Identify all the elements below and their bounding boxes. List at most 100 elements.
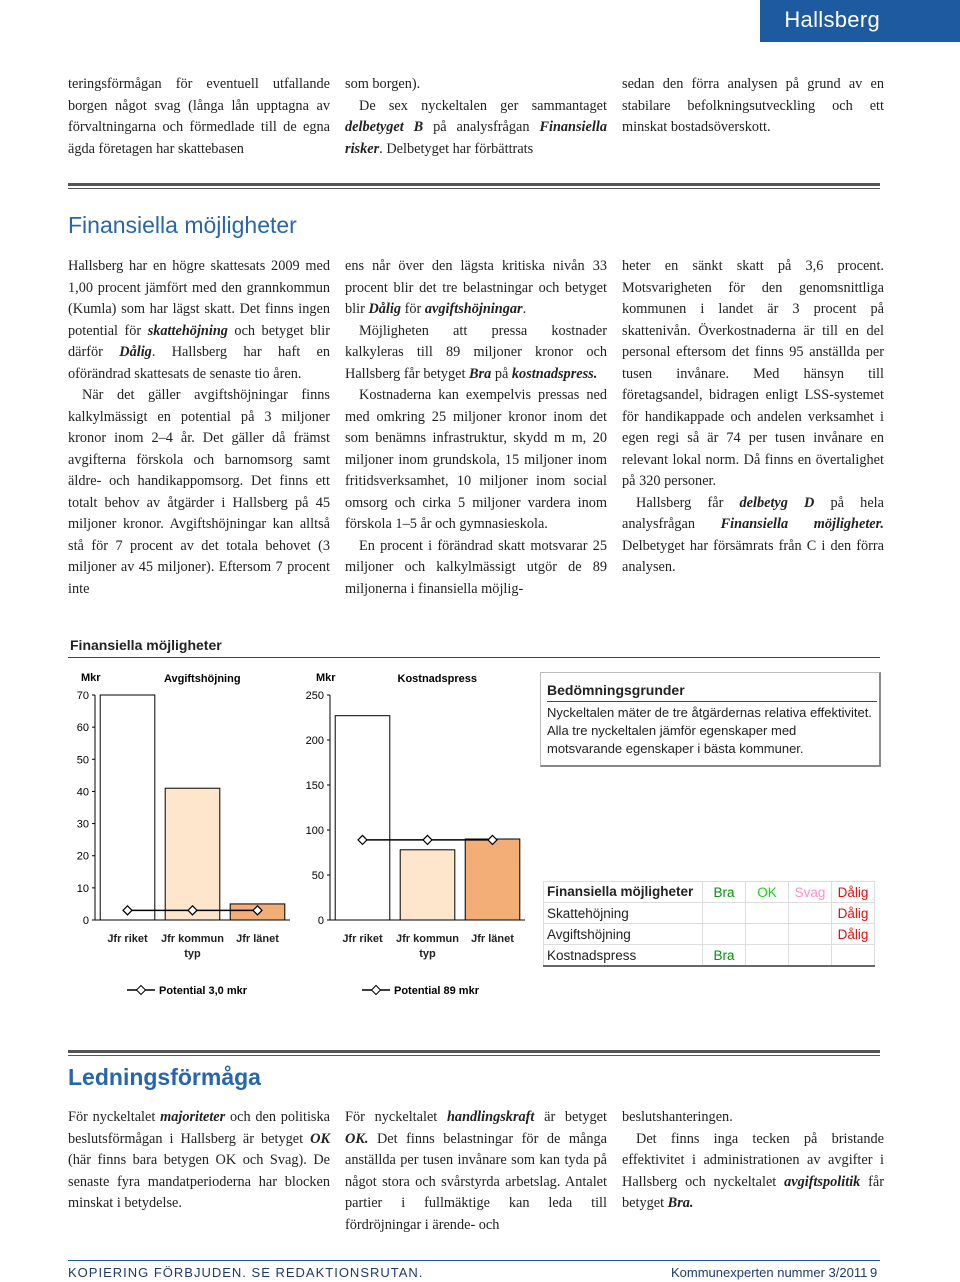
text: och betyget blir därför — [68, 322, 330, 361]
text: är betyget — [534, 1109, 607, 1125]
legend-label: Potential 89 mkr — [394, 985, 480, 997]
section-heading: Ledningsförmåga — [68, 1064, 261, 1090]
table-cell: Kostnadspress — [543, 944, 703, 967]
footer-publication: Kommunexperten nummer 3/2011 — [671, 1265, 868, 1280]
table-cell — [745, 944, 789, 967]
emphasis: delbetyg D — [739, 494, 815, 511]
text: . Delbetyget har förbättrats — [379, 140, 534, 157]
text: får betyget — [622, 1173, 884, 1212]
text: (här finns bara betygen OK och Svag). De… — [68, 1152, 330, 1211]
table-cell — [745, 923, 789, 945]
emphasis: avgiftshöjningar — [424, 301, 523, 317]
paragraph: Möjligheten att pressa kostnader kalkyle… — [345, 321, 607, 386]
emphasis: handlingskraft — [446, 1109, 535, 1125]
y-axis-label: Mkr — [81, 672, 101, 684]
emphasis: avgiftspolitik — [784, 1173, 861, 1190]
emphasis: kostnadspress. — [511, 365, 598, 382]
paragraph: För nyckeltalet majoriteter och den poli… — [68, 1107, 330, 1215]
paragraph: När det gäller avgiftshöjningar finns ka… — [68, 385, 330, 600]
text: Det finns belastningar för de många anst… — [345, 1130, 607, 1233]
section-rule — [68, 1050, 880, 1056]
x-tick-label-box: Jfr riket — [342, 933, 382, 945]
paragraph: Hallsberg har en högre skattesats 2009 m… — [68, 256, 330, 385]
y-tick-label: 250 — [306, 690, 324, 702]
text: Hallsberg har en högre skattesats 2009 m… — [68, 258, 330, 339]
y-tick-label: 0 — [83, 915, 89, 927]
table-header-cell: Dålig — [831, 881, 875, 903]
text: Det finns inga tecken på bristande effek… — [622, 1130, 884, 1190]
header-bar: Hallsberg — [760, 0, 960, 42]
y-tick-label: 0 — [318, 915, 324, 927]
emphasis: Dålig — [368, 301, 402, 317]
section-text: Hallsberg har en högre skattesats 2009 m… — [68, 256, 884, 626]
x-tick-label-box: Jfr kommun typ — [396, 933, 459, 960]
table-cell: Dålig — [831, 923, 875, 945]
emphasis: Finansiella möjligheter. — [720, 516, 885, 532]
text: . — [522, 301, 527, 317]
table-cell — [702, 923, 746, 945]
emphasis: delbetyget B — [345, 119, 424, 135]
y-tick-label: 20 — [77, 851, 89, 863]
y-tick-label: 200 — [306, 735, 324, 747]
table-cell: Avgiftshöjning — [543, 923, 703, 945]
table-cell: Dålig — [831, 902, 875, 924]
text: heter en sänkt skatt på 3,6 procent. Mot… — [622, 258, 884, 489]
bar — [334, 715, 391, 921]
legend-marker — [135, 984, 147, 996]
bar — [164, 787, 221, 921]
table-row: Kostnadspress Bra — [543, 944, 875, 967]
emphasis: Bra. — [667, 1195, 694, 1211]
paragraph: Hallsberg får delbetyg D på hela analysf… — [622, 493, 884, 579]
chart-title: Avgiftshöjning — [164, 673, 241, 685]
bar — [399, 849, 456, 921]
text: Möjligheten att pressa kostnader kalkyle… — [345, 322, 607, 382]
emphasis: majoriteter — [160, 1109, 226, 1125]
text-column: ens når över den lägsta kritiska nivån 3… — [345, 256, 607, 600]
emphasis: Dålig — [119, 344, 152, 360]
line-marker — [252, 905, 263, 916]
emphasis: Finansiella risker — [345, 119, 607, 157]
footer-rule — [68, 1260, 880, 1261]
bar — [99, 694, 156, 921]
text: För nyckeltalet — [345, 1109, 447, 1125]
text-column: beslutshanteringen. Det finns inga tecken… — [622, 1107, 884, 1215]
y-tick-label: 40 — [77, 786, 89, 798]
x-tick-label-box: Jfr kommun typ — [161, 933, 224, 960]
table-cell — [788, 902, 832, 924]
table-row: Avgiftshöjning Dålig — [543, 923, 875, 945]
intro-text: teringsförmågan för eventuell utfallande… — [68, 74, 884, 174]
chart-title: Kostnadspress — [398, 673, 477, 685]
paragraph: Det finns inga tecken på bristande effek… — [622, 1129, 884, 1215]
text: på hela analysfrågan — [622, 494, 884, 533]
text-column: heter en sänkt skatt på 3,6 procent. Mot… — [622, 256, 884, 579]
paragraph: Kostnaderna kan exempelvis pressas ned m… — [345, 385, 607, 536]
text: på — [491, 365, 512, 382]
line-marker — [422, 834, 433, 846]
figure-title: Finansiella möjligheter — [70, 637, 222, 653]
table-cell — [702, 902, 746, 924]
x-tick-label: Jfr kommun typ — [396, 933, 459, 960]
text-column: Hallsberg har en högre skattesats 2009 m… — [68, 256, 330, 600]
table-header-cell: Svag — [788, 881, 832, 903]
footer-notice: KOPIERING FÖRBJUDEN. SE REDAKTIONSRUTAN. — [68, 1265, 424, 1280]
text-column: som borgen). De sex nyckeltalen ger samma… — [345, 74, 607, 160]
text: teringsförmågan för eventuell utfallande… — [68, 76, 330, 157]
text: som borgen). — [345, 76, 421, 92]
x-tick-label: Jfr länet — [471, 933, 514, 945]
criteria-text: Nyckeltalen mäter de tre åtgärdernas rel… — [547, 705, 872, 756]
emphasis: skattehöjning — [147, 322, 228, 339]
bar — [464, 838, 521, 921]
bar-chart: Mkr Kostnadspress 0 50 100 150 200 250 Jfr riket… — [306, 672, 525, 997]
paragraph: teringsförmågan för eventuell utfallande… — [68, 74, 330, 160]
paragraph: sedan den förra analysen på grund av en … — [622, 74, 884, 139]
text: Delbetyget har försämrats från C i den f… — [622, 537, 884, 576]
page-number: 9 — [870, 1265, 878, 1280]
paragraph: De sex nyckeltalen ger sammantaget delbe… — [345, 96, 607, 161]
y-tick-label: 50 — [312, 870, 324, 882]
text: . Hallsberg har haft en oförändrad skatt… — [68, 344, 330, 382]
x-tick-label-box: Jfr riket — [107, 933, 147, 945]
line-marker — [187, 905, 198, 916]
section-heading: Finansiella möjligheter — [68, 212, 297, 238]
emphasis: OK — [310, 1130, 330, 1147]
